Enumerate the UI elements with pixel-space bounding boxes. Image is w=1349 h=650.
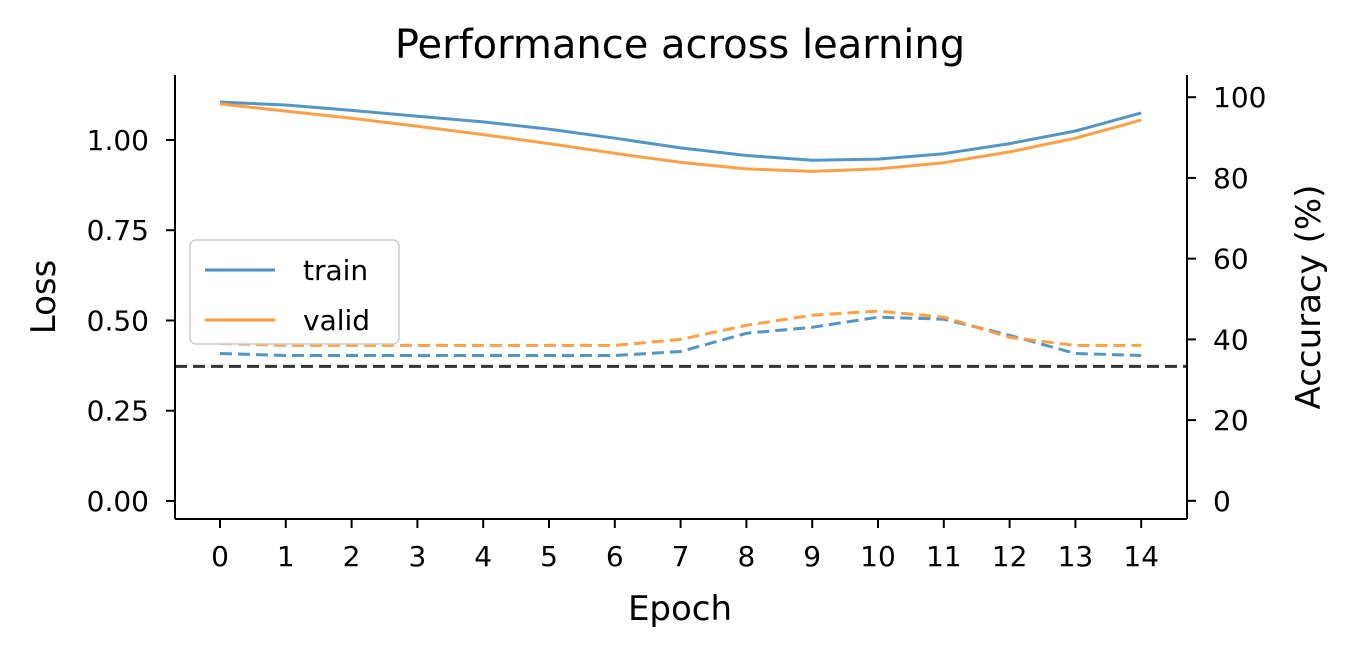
right-y-tick-label: 100 [1213,81,1266,114]
x-tick-label: 7 [672,540,690,573]
series-line-valid-loss [219,102,1142,173]
x-tick-label: 12 [992,540,1028,573]
left-y-tick-label: 1.00 [87,124,149,157]
chart-title: Performance across learning [395,22,965,68]
x-tick-label: 14 [1123,540,1159,573]
series-layer [219,100,1142,357]
x-tick-label: 6 [606,540,624,573]
x-axis-label: Epoch [628,589,732,629]
legend-label-valid: valid [303,304,370,337]
x-tick-label: 1 [277,540,295,573]
series-line-valid-accuracy [219,309,1142,347]
left-y-tick-label: 0.25 [87,395,149,428]
x-tick-label: 9 [803,540,821,573]
right-y-tick-label: 60 [1213,243,1249,276]
right-y-axis-ticks: 0 20 40 60 80 100 [1187,81,1266,518]
right-y-tick-label: 20 [1213,404,1249,437]
x-tick-label: 2 [343,540,361,573]
x-tick-label: 10 [860,540,896,573]
left-y-tick-label: 0.50 [87,304,149,337]
x-tick-label: 13 [1058,540,1094,573]
x-tick-label: 4 [474,540,492,573]
right-y-tick-label: 40 [1213,323,1249,356]
left-y-tick-label: 0.75 [87,214,149,247]
left-y-tick-label: 0.00 [87,485,149,518]
right-y-axis-label: Accuracy (%) [1289,185,1329,410]
x-tick-label: 3 [408,540,426,573]
series-line-train-loss [219,100,1142,162]
legend-label-train: train [303,254,368,287]
right-y-tick-label: 80 [1213,162,1249,195]
left-y-axis-ticks: 0.00 0.25 0.50 0.75 1.00 [87,124,175,518]
legend: train valid [189,239,400,345]
left-y-axis-label: Loss [24,260,64,335]
x-tick-label: 11 [926,540,962,573]
x-axis-ticks: 0 1 2 3 4 5 6 7 8 9 10 11 12 13 14 [211,519,1159,573]
x-tick-label: 0 [211,540,229,573]
legend-box [189,239,400,345]
series-line-train-accuracy [219,315,1142,357]
x-tick-label: 5 [540,540,558,573]
x-tick-label: 8 [737,540,755,573]
right-y-tick-label: 0 [1213,485,1231,518]
